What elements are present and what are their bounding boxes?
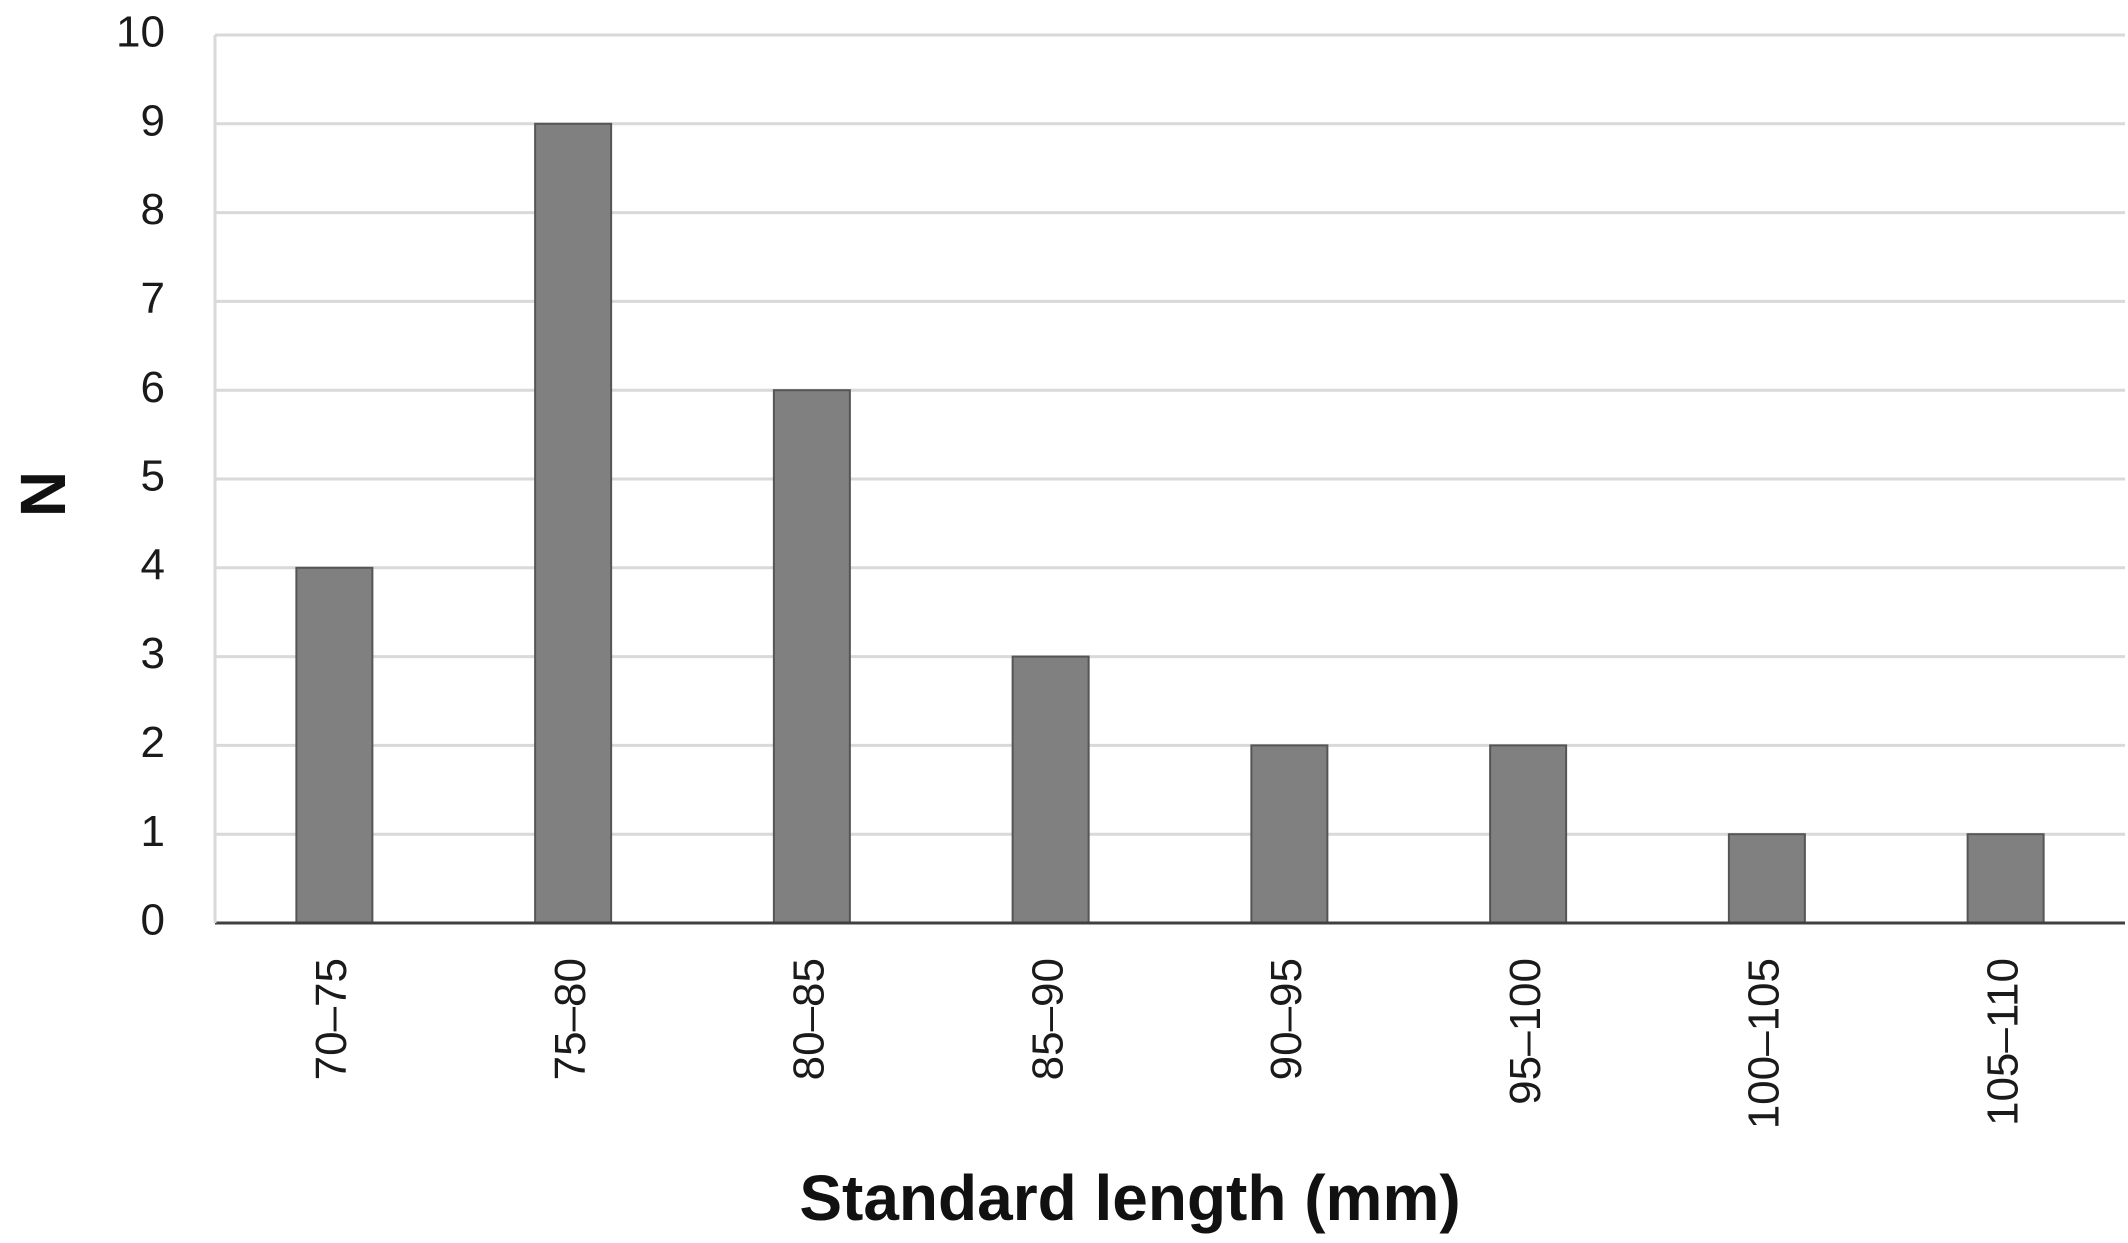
x-axis-title: Standard length (mm) — [799, 1162, 1460, 1234]
bar-80–85 — [772, 389, 851, 924]
gridlines — [215, 33, 2125, 836]
y-tick-label: 9 — [141, 96, 165, 145]
x-tick-label: 70–75 — [307, 958, 356, 1080]
y-axis-title: N — [7, 471, 79, 517]
x-tick-label: 80–85 — [785, 958, 834, 1080]
bar-100–105 — [1727, 833, 1806, 925]
bar-85–90 — [1011, 655, 1090, 924]
y-tick-label: 1 — [141, 807, 165, 856]
y-tick-labels: 0 1 2 3 4 5 6 7 8 9 10 — [116, 8, 165, 945]
y-tick-label: 10 — [116, 8, 165, 57]
bar-70–75 — [295, 566, 374, 924]
x-tick-label: 85–90 — [1023, 958, 1072, 1080]
x-tick-label: 100–105 — [1740, 958, 1789, 1129]
y-tick-label: 3 — [141, 629, 165, 678]
x-tick-label: 95–100 — [1501, 958, 1550, 1105]
x-tick-labels: 70–75 75–80 80–85 85–90 90–95 95–100 100–105 10… — [307, 958, 2027, 1129]
y-tick-label: 8 — [141, 185, 165, 234]
y-tick-label: 5 — [141, 452, 165, 501]
bars — [295, 122, 2045, 925]
bar-105–110 — [1966, 833, 2045, 925]
y-tick-label: 6 — [141, 363, 165, 412]
x-tick-label: 105–110 — [1978, 958, 2027, 1126]
y-tick-label: 7 — [141, 274, 165, 323]
y-tick-label: 4 — [141, 540, 165, 589]
bar-75–80 — [534, 122, 613, 925]
x-tick-label: 90–95 — [1262, 958, 1311, 1080]
axes — [213, 35, 2125, 925]
y-tick-label: 0 — [141, 896, 165, 945]
bar-90–95 — [1250, 744, 1329, 925]
y-tick-label: 2 — [141, 718, 165, 767]
bar-95–100 — [1489, 744, 1568, 925]
x-tick-label: 75–80 — [546, 958, 595, 1080]
